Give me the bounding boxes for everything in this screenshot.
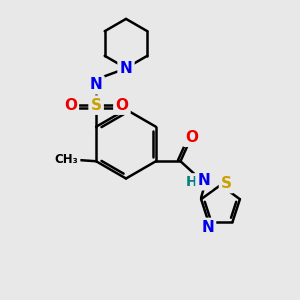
Text: CH₃: CH₃: [55, 153, 79, 166]
Text: S: S: [91, 98, 102, 112]
Text: N: N: [90, 77, 103, 92]
Text: N: N: [120, 61, 132, 76]
Text: N: N: [201, 220, 214, 235]
Text: O: O: [116, 98, 128, 112]
Text: O: O: [185, 130, 198, 145]
Text: H: H: [185, 175, 197, 189]
Text: S: S: [221, 176, 232, 191]
Text: N: N: [197, 173, 210, 188]
Text: O: O: [64, 98, 77, 112]
